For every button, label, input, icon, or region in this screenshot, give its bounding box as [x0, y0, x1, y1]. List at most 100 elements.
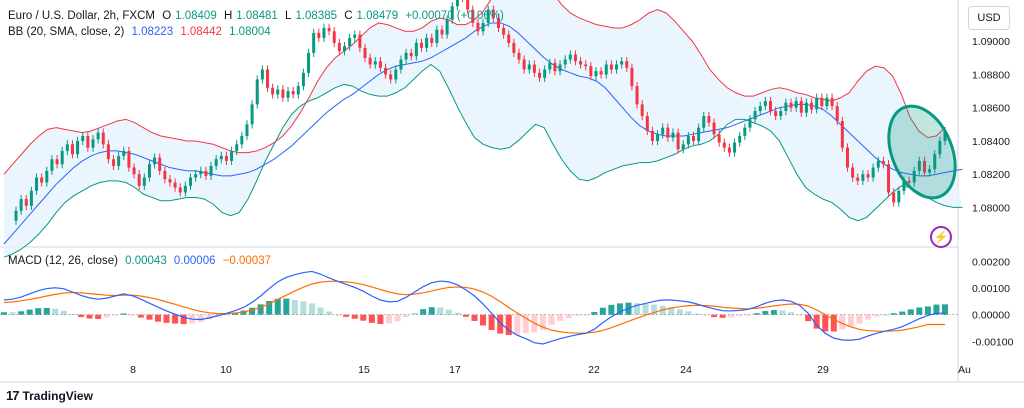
candle-body: [697, 127, 701, 141]
macd-hist-bar: [924, 306, 931, 315]
candle-body: [35, 177, 39, 191]
candle-body: [230, 150, 234, 161]
candle-body: [861, 174, 865, 181]
candle-body: [840, 121, 844, 148]
candle-body: [845, 147, 849, 168]
candle-body: [363, 47, 367, 58]
macd-hist-bar: [18, 311, 25, 315]
macd-hist-bar: [890, 313, 897, 315]
macd-hist-bar: [736, 314, 743, 317]
candle-body: [132, 167, 136, 175]
candle-body: [943, 130, 947, 141]
candle-body: [24, 199, 28, 206]
price-tick-label: 1.08800: [972, 69, 1010, 81]
macd-hist-bar: [702, 314, 709, 316]
macd-hist-bar: [462, 314, 469, 317]
candle-body: [830, 97, 834, 107]
candle-body: [168, 179, 172, 183]
candle-body: [353, 34, 357, 38]
candle-body: [76, 140, 80, 155]
candle-body: [558, 64, 562, 72]
candle-body: [543, 69, 547, 78]
candle-body: [281, 89, 285, 98]
candle-body: [137, 174, 141, 186]
macd-hist-bar: [129, 314, 136, 316]
candle-body: [502, 27, 506, 35]
candle-body: [117, 155, 121, 166]
macd-hist-bar: [60, 310, 67, 315]
candle-body: [902, 180, 906, 191]
macd-hist-bar: [847, 314, 854, 327]
candle-body: [532, 64, 536, 73]
macd-hist-bar: [428, 307, 435, 315]
macd-hist-bar: [351, 314, 358, 319]
macd-hist-bar: [471, 314, 478, 321]
candle-body: [548, 62, 552, 70]
macd-legend[interactable]: MACD (12, 26, close) 0.00043 0.00006 −0.…: [8, 254, 275, 268]
time-tick-label: 22: [588, 364, 600, 376]
macd-hist-bar: [865, 314, 872, 320]
candle-body: [250, 104, 254, 125]
open-label: O: [162, 10, 172, 22]
candle-body: [255, 79, 259, 105]
bb-label: BB (20, SMA, close, 2): [8, 26, 125, 38]
bb-legend[interactable]: BB (20, SMA, close, 2) 1.08223 1.08442 1…: [8, 25, 275, 39]
macd-hist-bar: [642, 304, 649, 315]
candle-body: [414, 42, 418, 57]
macd-hist-bar: [796, 314, 803, 316]
candle-body: [584, 64, 588, 67]
candle-body: [692, 135, 696, 141]
macd-hist-bar: [856, 314, 863, 324]
lightning-icon[interactable]: ⚡: [930, 226, 952, 248]
candle-body: [650, 130, 654, 141]
macd-hist-bar: [616, 303, 623, 315]
macd-hist-bar: [326, 311, 333, 315]
macd-hist-bar: [368, 314, 375, 323]
macd-hist-bar: [548, 314, 555, 325]
macd-hist-bar: [223, 314, 230, 316]
macd-hist-bar: [283, 298, 290, 315]
candle-body: [455, 0, 459, 7]
candle-body: [717, 134, 721, 143]
candle-body: [589, 66, 593, 77]
macd-hist-bar: [676, 309, 683, 315]
macd-hist-bar: [300, 301, 307, 315]
candle-body: [199, 170, 203, 175]
candle-body: [573, 54, 577, 62]
candle-body: [276, 89, 280, 95]
candle-body: [671, 132, 675, 138]
candle-body: [871, 167, 875, 178]
candle-body: [738, 135, 742, 143]
candle-body: [399, 59, 403, 70]
candle-body: [419, 42, 423, 48]
macd-hist-bar: [385, 314, 392, 324]
low-label: L: [285, 10, 292, 22]
tradingview-brand[interactable]: 17 TradingView: [6, 388, 93, 403]
macd-hist-bar: [317, 307, 324, 315]
candle-body: [804, 102, 808, 113]
candle-body: [933, 154, 937, 170]
candle-body: [327, 27, 331, 32]
candle-body: [645, 116, 649, 131]
macd-signal-value: −0.00037: [222, 255, 271, 267]
candle-body: [312, 32, 316, 53]
candle-body: [122, 150, 126, 156]
macd-hist-bar: [172, 314, 179, 324]
candle-body: [784, 102, 788, 112]
macd-hist-bar: [882, 314, 889, 316]
candle-body: [291, 91, 295, 95]
macd-hist-bar: [43, 307, 50, 315]
price-tick-label: 1.09000: [972, 36, 1010, 48]
macd-hist-bar: [591, 312, 598, 315]
macd-hist-bar: [651, 304, 658, 315]
macd-hist-bar: [916, 307, 923, 315]
candle-body: [938, 140, 942, 155]
macd-label: MACD (12, 26, close): [8, 255, 118, 267]
currency-button[interactable]: USD: [968, 6, 1010, 30]
candle-body: [676, 132, 680, 150]
candle-body: [835, 106, 839, 122]
time-tick-label: 24: [680, 364, 692, 376]
candle-body: [928, 169, 932, 173]
candle-body: [348, 37, 352, 47]
